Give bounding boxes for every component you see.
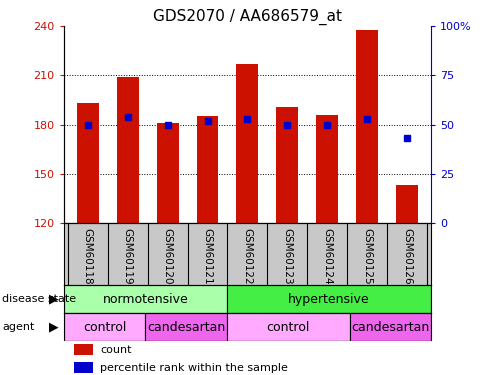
Text: ▶: ▶ — [49, 321, 59, 334]
Text: control: control — [83, 321, 126, 334]
Bar — [64, 285, 227, 313]
Text: GSM60120: GSM60120 — [163, 228, 172, 285]
Text: GSM60119: GSM60119 — [122, 228, 133, 285]
Text: control: control — [267, 321, 310, 334]
Text: count: count — [100, 345, 132, 355]
Bar — [146, 313, 227, 341]
Bar — [74, 344, 93, 355]
Bar — [74, 362, 93, 374]
Bar — [157, 123, 178, 223]
Bar — [276, 106, 298, 223]
Text: percentile rank within the sample: percentile rank within the sample — [100, 363, 288, 373]
Text: GSM60126: GSM60126 — [402, 228, 412, 285]
Text: GSM60122: GSM60122 — [243, 228, 252, 285]
Bar — [317, 115, 338, 223]
Bar — [117, 77, 139, 223]
Bar — [76, 104, 98, 223]
Text: hypertensive: hypertensive — [288, 292, 370, 306]
Text: normotensive: normotensive — [102, 292, 188, 306]
Bar — [64, 313, 146, 341]
Bar — [356, 30, 378, 223]
Bar — [196, 117, 219, 223]
Title: GDS2070 / AA686579_at: GDS2070 / AA686579_at — [153, 9, 342, 25]
Text: agent: agent — [2, 322, 35, 332]
Bar — [396, 185, 418, 223]
Text: ▶: ▶ — [49, 292, 59, 306]
Text: GSM60123: GSM60123 — [282, 228, 293, 285]
Text: GSM60121: GSM60121 — [202, 228, 213, 285]
Bar — [237, 64, 258, 223]
Text: GSM60118: GSM60118 — [83, 228, 93, 285]
Text: GSM60124: GSM60124 — [322, 228, 332, 285]
Text: candesartan: candesartan — [147, 321, 225, 334]
Bar — [227, 285, 431, 313]
Text: candesartan: candesartan — [351, 321, 430, 334]
Bar — [349, 313, 431, 341]
Text: disease state: disease state — [2, 294, 76, 304]
Text: GSM60125: GSM60125 — [362, 228, 372, 285]
Bar — [227, 313, 349, 341]
